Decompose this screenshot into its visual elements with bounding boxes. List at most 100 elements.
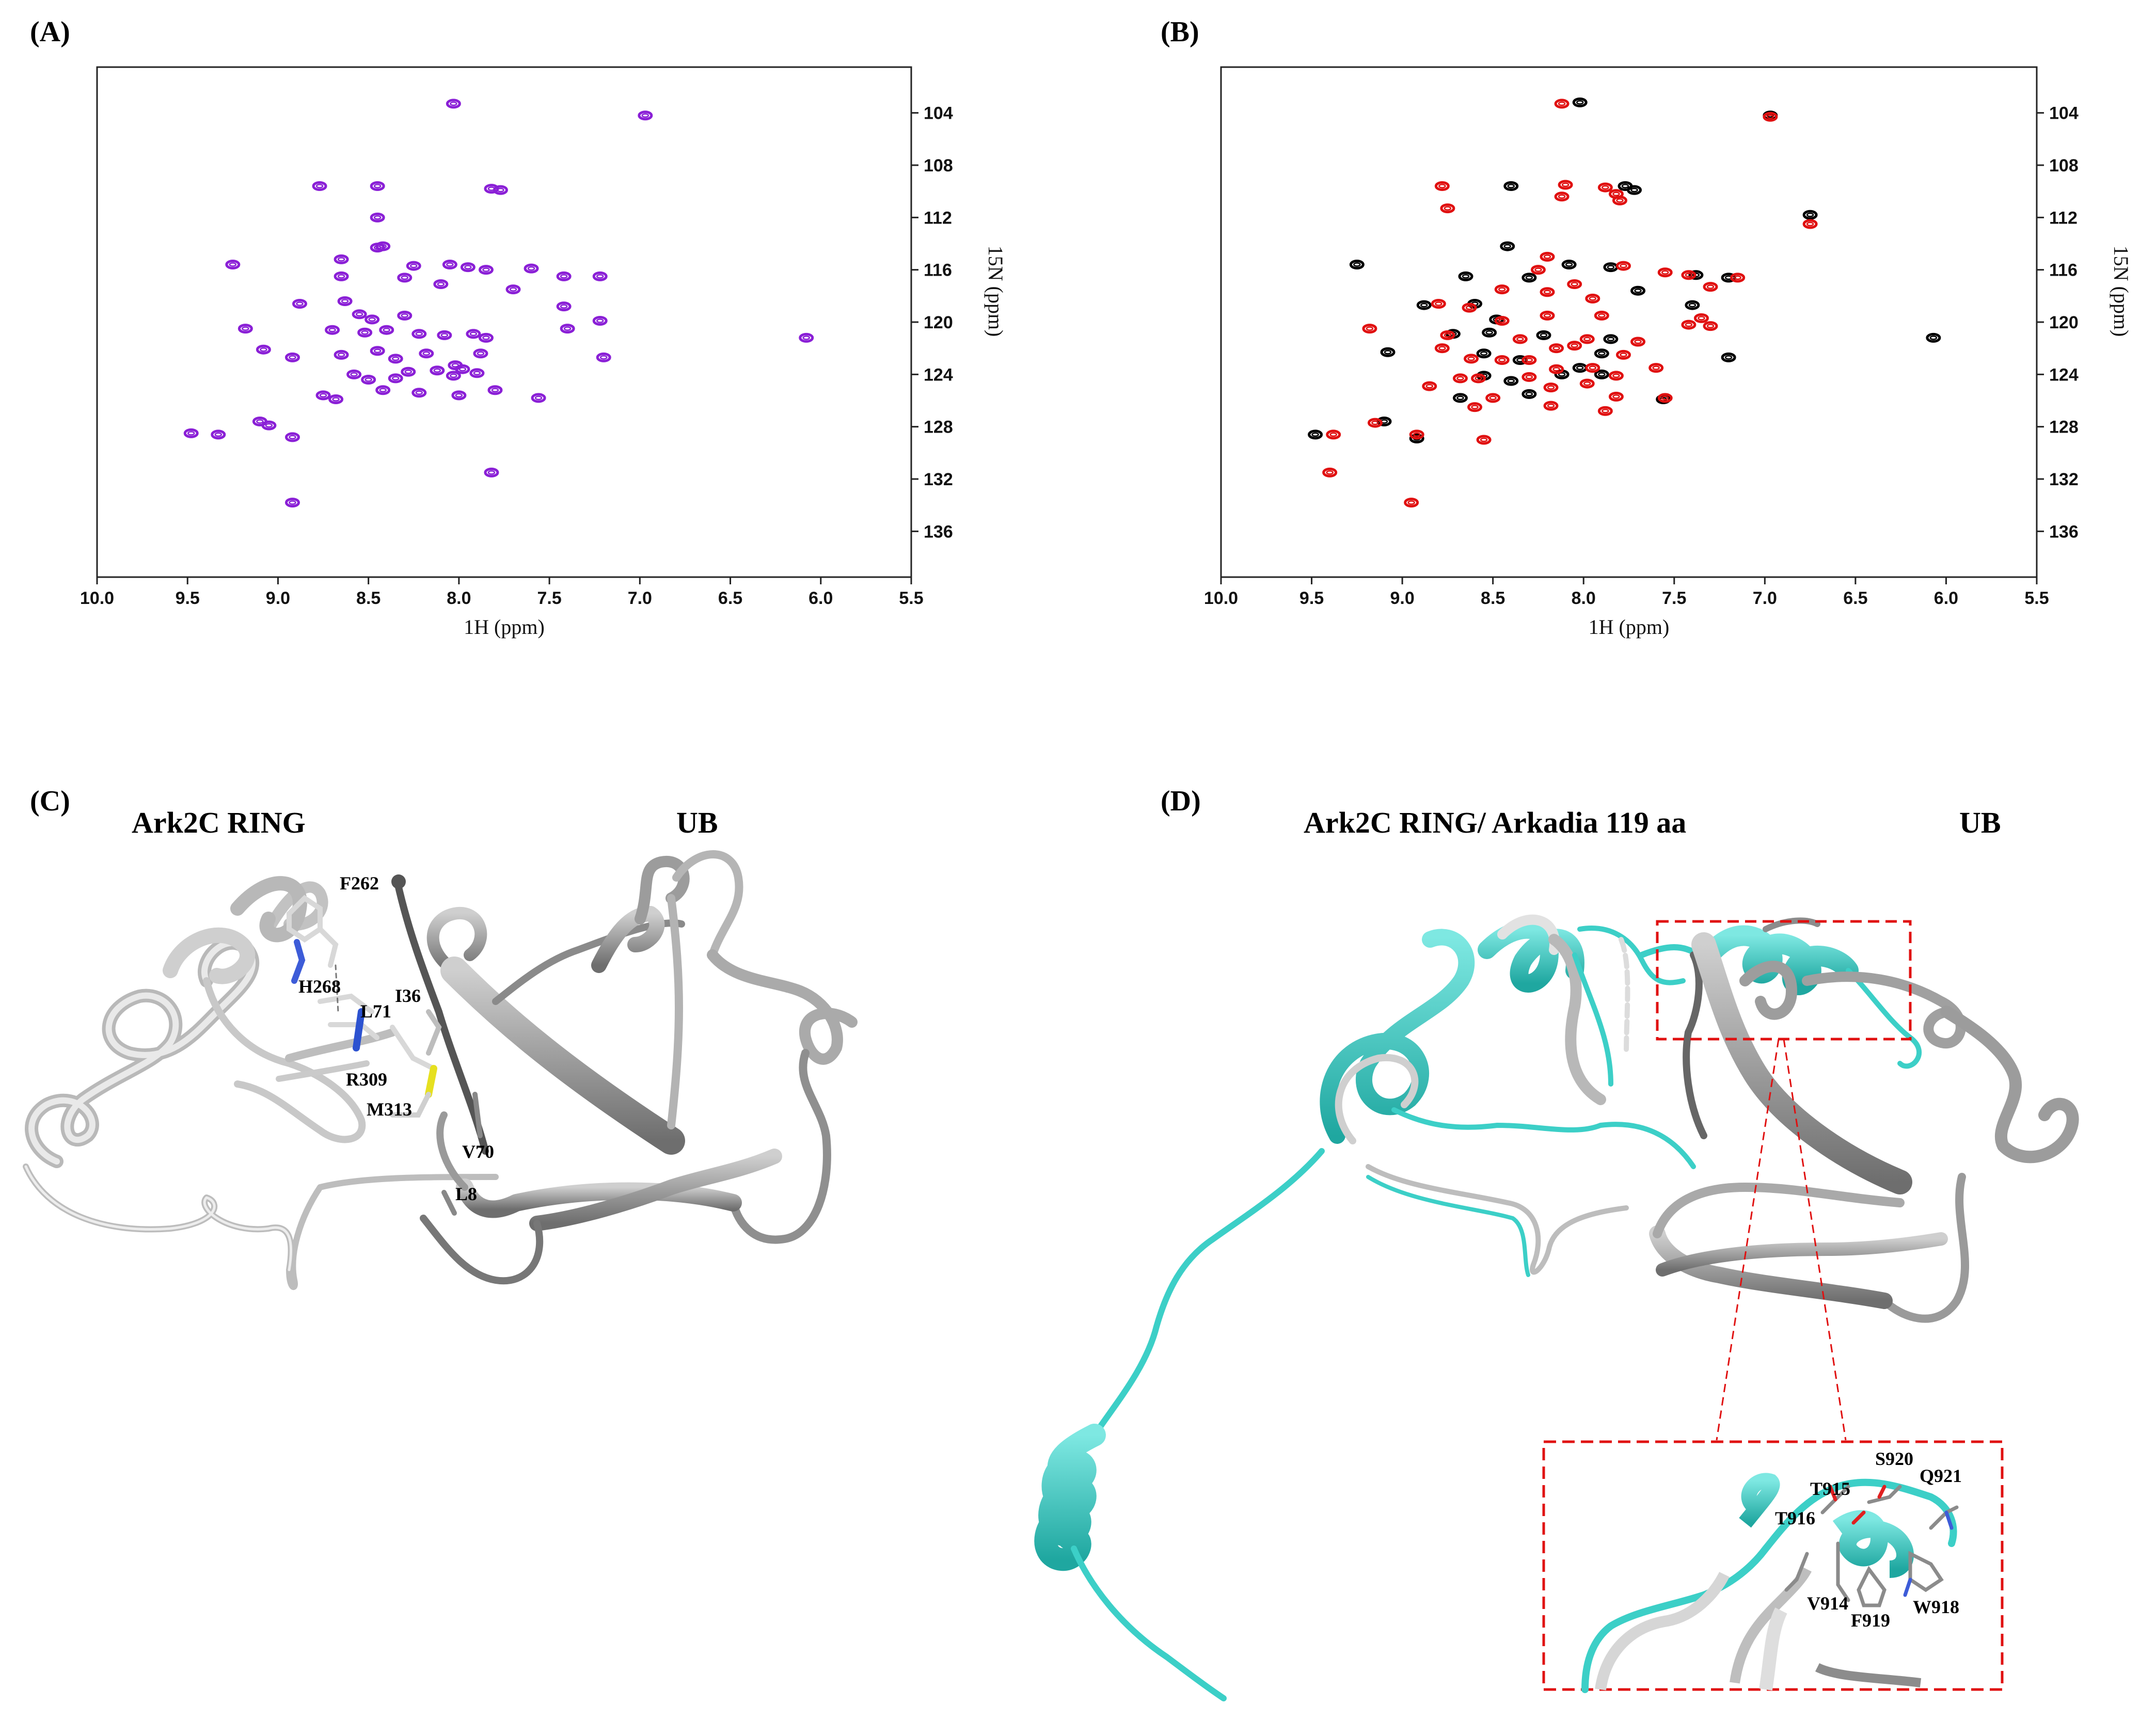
nmr-peak-contour	[1598, 372, 1606, 377]
nmr-peak	[1458, 271, 1473, 281]
residue-label-c-7: V70	[462, 1141, 494, 1162]
nmr-peak	[524, 263, 539, 274]
nmr-peak-contour	[1438, 346, 1446, 350]
nmr-peak-contour	[477, 351, 485, 356]
nmr-peak	[556, 301, 572, 312]
nmr-peak	[638, 110, 653, 121]
nmr-peak-contour	[1598, 351, 1606, 356]
residue-label-c-4: I36	[395, 985, 421, 1006]
nmr-peak	[1567, 341, 1582, 351]
nmr-peak	[592, 271, 608, 281]
nmr-peak	[1554, 99, 1570, 109]
nmr-peak-contour	[560, 274, 568, 279]
nmr-peak	[1685, 300, 1700, 310]
nmr-peak	[1326, 429, 1341, 440]
nmr-peak-contour	[1326, 470, 1334, 475]
nmr-peak	[1549, 343, 1564, 354]
nmr-peak	[375, 241, 391, 251]
nmr-peak-contour	[802, 336, 810, 340]
nmr-peak	[1558, 180, 1573, 190]
nmr-peak-contour	[1353, 262, 1361, 267]
nmr-peak-contour	[373, 215, 382, 220]
nmr-peak	[1608, 391, 1624, 402]
nmr-peak-contour	[1692, 273, 1700, 278]
nmr-peak	[1561, 260, 1577, 270]
y-tick-label: 116	[924, 261, 952, 280]
title-ub-c: UB	[676, 806, 718, 839]
nmr-peak	[325, 325, 340, 335]
nmr-peak	[484, 467, 499, 477]
nmr-peak	[1657, 267, 1673, 278]
residue-label-d-5: V914	[1807, 1593, 1848, 1614]
nmr-peak-contour	[187, 431, 195, 436]
nmr-peak	[1615, 349, 1631, 360]
nmr-peak-contour	[364, 377, 372, 382]
nmr-peak	[1540, 287, 1555, 297]
nmr-peak	[1730, 273, 1746, 283]
nmr-peak-contour	[596, 318, 604, 323]
nmr-peak-contour	[265, 423, 273, 428]
nmr-peak	[1464, 354, 1479, 364]
y-tick-label: 112	[924, 208, 952, 228]
nmr-peak	[1721, 352, 1736, 362]
nmr-peak-contour	[1685, 273, 1693, 278]
nmr-peak	[799, 332, 814, 343]
panel-label-a: (A)	[30, 16, 70, 48]
nmr-peak	[183, 428, 199, 438]
nmr-peak-contour	[1621, 184, 1629, 188]
nmr-peak	[1416, 300, 1432, 310]
nmr-peak	[225, 260, 241, 270]
nmr-peak	[1308, 429, 1323, 440]
nmr-peak-contour	[433, 368, 441, 373]
nmr-peak	[364, 314, 380, 325]
nmr-peak-contour	[289, 500, 296, 505]
title-ub-d: UB	[1959, 806, 2001, 839]
nmr-peak-contour	[415, 390, 423, 395]
nmr-peak-contour	[368, 317, 376, 322]
nmr-peak	[388, 354, 403, 364]
nmr-peak-contour	[1547, 403, 1555, 408]
nmr-peak-contour	[1540, 333, 1548, 338]
y-tick-label: 108	[924, 156, 953, 176]
nmr-peak-contour	[1576, 365, 1584, 370]
nmr-peak-contour	[383, 327, 390, 332]
nmr-peak-contour	[1661, 395, 1669, 401]
nmr-peak	[1688, 270, 1704, 280]
nmr-peak	[1494, 315, 1510, 326]
nmr-peak-contour	[1438, 184, 1446, 188]
x-tick-label: 7.5	[1662, 588, 1686, 608]
nmr-peak-contour	[1420, 302, 1428, 308]
y-tick-label: 136	[924, 522, 953, 541]
nmr-peak	[379, 325, 394, 335]
nmr-peak-contour	[214, 432, 223, 437]
residue-label-d-2: Q921	[1920, 1465, 1962, 1486]
nmr-peak	[357, 327, 373, 338]
nmr-peak-contour	[1698, 316, 1705, 321]
nmr-peak	[1594, 310, 1609, 321]
nmr-peak-contour	[1507, 184, 1515, 188]
nmr-peak	[1536, 330, 1551, 340]
nmr-peak-contour	[1413, 432, 1421, 437]
nmr-peak-contour	[391, 376, 400, 381]
y-tick-label: 120	[2049, 313, 2079, 332]
nmr-peak-contour	[450, 373, 457, 378]
nmr-peak	[1630, 285, 1646, 296]
nmr-peak-contour	[1685, 322, 1693, 327]
nmr-peak	[1452, 373, 1468, 384]
nmr-peak	[1572, 97, 1588, 107]
nmr-peak	[334, 254, 349, 264]
nmr-peak	[1763, 111, 1778, 122]
nmr-peak	[1521, 273, 1537, 283]
inset-zoom	[1542, 1440, 2004, 1693]
residue-label-c-5: R309	[346, 1069, 387, 1090]
nmr-peak-contour	[296, 301, 304, 306]
nmr-peak-contour	[1565, 262, 1573, 267]
nmr-peak-contour	[1552, 366, 1560, 372]
nmr-peak-contour	[1706, 324, 1715, 328]
nmr-peak-contour	[1489, 395, 1497, 401]
y-tick-label: 108	[2049, 156, 2079, 176]
nmr-peak	[337, 296, 353, 306]
nmr-peak	[315, 390, 331, 401]
nmr-peak	[419, 348, 434, 359]
